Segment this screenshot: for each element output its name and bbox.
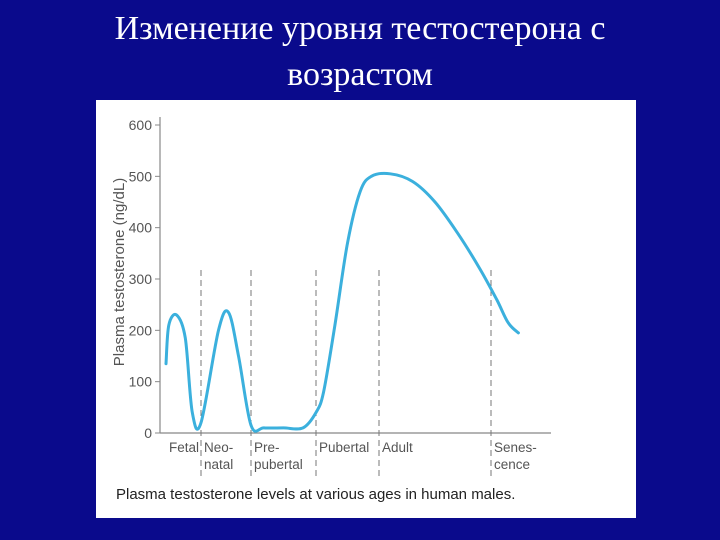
figure-panel: 0 100 200 300 400 500 600 Fetal Neo-natal Pre-pub… (96, 100, 636, 518)
testosterone-curve (164, 171, 520, 433)
y-tick-label: 300 (129, 271, 153, 287)
y-tick-label: 200 (129, 322, 153, 338)
stage-label: Fetal (169, 440, 199, 455)
stage-label: Adult (382, 440, 413, 455)
stage-label: cence (494, 457, 530, 472)
stage-label: Pubertal (319, 440, 369, 455)
slide-title-line-1: Изменение уровня тестостерона с (114, 10, 606, 47)
y-tick-label: 500 (129, 168, 153, 184)
y-tick-label: 400 (129, 220, 153, 236)
y-tick-label: 0 (144, 425, 152, 441)
stage-label: Neo- (204, 440, 233, 455)
testosterone-chart: 0 100 200 300 400 500 600 Fetal Neo-natal Pre-pub… (111, 117, 551, 503)
figure-caption: Plasma testosterone levels at various ag… (116, 486, 515, 503)
slide-title: Изменение уровня тестостерона с возрасто… (0, 6, 720, 98)
stage-label: natal (204, 457, 233, 472)
stage-label: Senes- (494, 440, 537, 455)
y-axis-label: Plasma testosterone (ng/dL) (111, 178, 128, 366)
stage-label: Pre- (254, 440, 280, 455)
y-tick-label: 600 (129, 117, 153, 133)
slide-title-line-2: возрастом (287, 56, 433, 93)
stage-label: pubertal (254, 457, 303, 472)
y-tick-label: 100 (129, 374, 153, 390)
